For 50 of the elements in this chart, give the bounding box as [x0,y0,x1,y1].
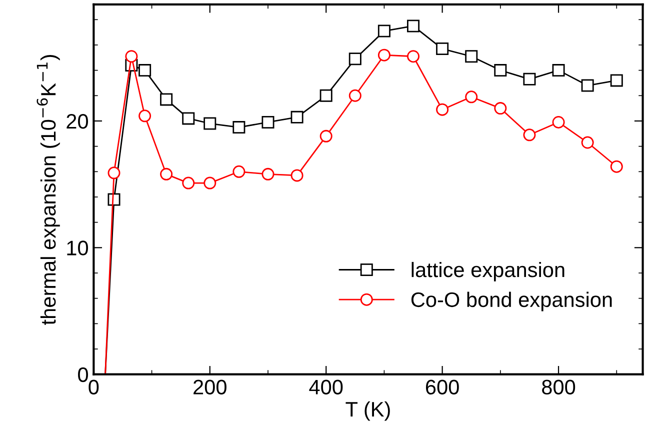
x-axis-title: T (K) [346,401,390,421]
x-tick-label: 600 [426,380,459,394]
point [160,93,173,106]
point [348,89,362,102]
point [348,52,362,66]
y-tick-label: 10 [67,240,88,256]
point [232,121,246,134]
y-tick-label: 0 [78,367,88,382]
point [108,166,120,180]
point [138,110,152,122]
x-tick-label: 200 [194,380,226,394]
legend-label: lattice expansion [412,262,564,282]
point [494,64,507,77]
point [204,176,216,190]
point [465,90,478,104]
point [523,128,536,142]
point [465,50,478,63]
point [407,20,420,32]
point [436,103,449,116]
point [182,176,195,190]
x-tick-label: 800 [542,380,576,394]
point [290,169,304,182]
point [552,116,565,128]
legend-label: Co-O bond expansion [411,292,612,312]
point [581,136,594,149]
point [204,117,216,130]
point [125,50,138,63]
y-tick-label: 20 [66,114,88,129]
point [378,24,390,38]
point [610,74,623,87]
point [182,112,195,125]
point [262,116,274,128]
point [436,42,449,56]
x-tick-label: 400 [309,380,343,394]
point [290,110,304,124]
point [494,102,507,115]
point [232,165,246,178]
point [552,64,565,77]
y-axis-title: thermal expansion (10$^{−6}$K$^{−1}$) [36,55,60,325]
point [320,89,332,102]
point [138,64,152,77]
point [262,168,274,180]
point [610,160,623,173]
point [378,48,390,62]
point [407,50,420,63]
point [523,72,536,86]
point [581,79,594,92]
x-tick-label: 0 [88,380,99,394]
point [320,130,332,142]
point [160,168,173,180]
